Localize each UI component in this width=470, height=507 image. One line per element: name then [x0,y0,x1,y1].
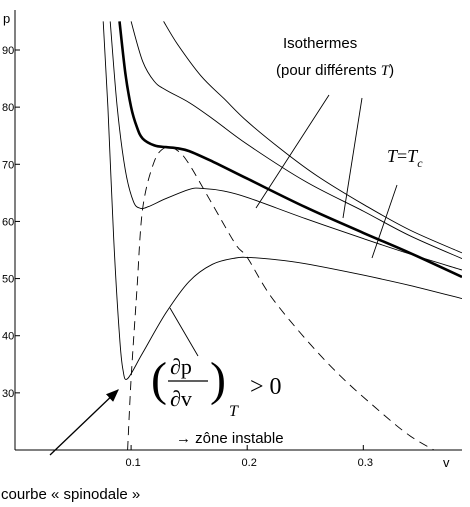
annotation-leaders [49,94,398,456]
leader-isothermes-1 [255,94,330,209]
critical-isotherm-line [118,21,462,279]
x-tick-label: 0.2 [242,457,257,469]
isotherm-line-2 [109,21,462,271]
critical-label-sub: c [417,156,423,170]
x-tick-label: 0.3 [358,457,373,469]
leader-derivative [169,307,199,357]
derivative-relation: > 0 [250,374,282,400]
spinodal-label: courbe « spinodale » [1,486,140,503]
leader-isothermes-2 [342,97,363,219]
y-axis-label: p [3,11,10,26]
unstable-zone-label: → zône instable [176,430,284,447]
x-axis-label: v [443,455,450,470]
x-tick-label: 0.1 [125,457,140,469]
derivative-left-paren: ( [151,353,167,406]
y-tick-label: 70 [2,159,14,171]
isotherm-line-4 [130,21,462,260]
isothermes-sublabel-var: T [381,63,391,79]
spinodal-curve [127,146,435,450]
leader-critical [371,184,398,259]
y-tick-label: 60 [2,216,14,228]
critical-label-eq: = [397,146,407,166]
critical-label-t: T [387,146,399,166]
derivative-denominator: ∂v [170,386,192,411]
y-tick-label: 40 [2,331,14,343]
isotherm-line-1 [102,21,462,380]
isothermes-label: Isothermes [283,35,357,52]
derivative-numerator: ∂p [170,354,192,379]
axis-ticks: 30 40 50 60 70 80 90 0.1 0.2 0.3 [2,45,373,469]
isothermes-sublabel-prefix: (pour différents [276,62,381,79]
derivative-subscript: T [229,403,239,420]
y-tick-label: 90 [2,45,14,57]
y-tick-label: 50 [2,274,14,286]
isothermes-sublabel: (pour différents T) [276,62,394,79]
critical-label-tc: T [407,146,419,166]
isothermes-sublabel-suffix: ) [389,62,394,79]
y-tick-label: 80 [2,102,14,114]
derivative-expression: ( ∂p ∂v ) T > 0 [151,353,282,420]
isotherm-line-5 [163,21,462,254]
y-tick-label: 30 [2,388,14,400]
derivative-right-paren: ) [210,353,226,406]
spinodal-arrow [49,389,119,456]
critical-isotherm-label: T=Tc [387,146,423,170]
